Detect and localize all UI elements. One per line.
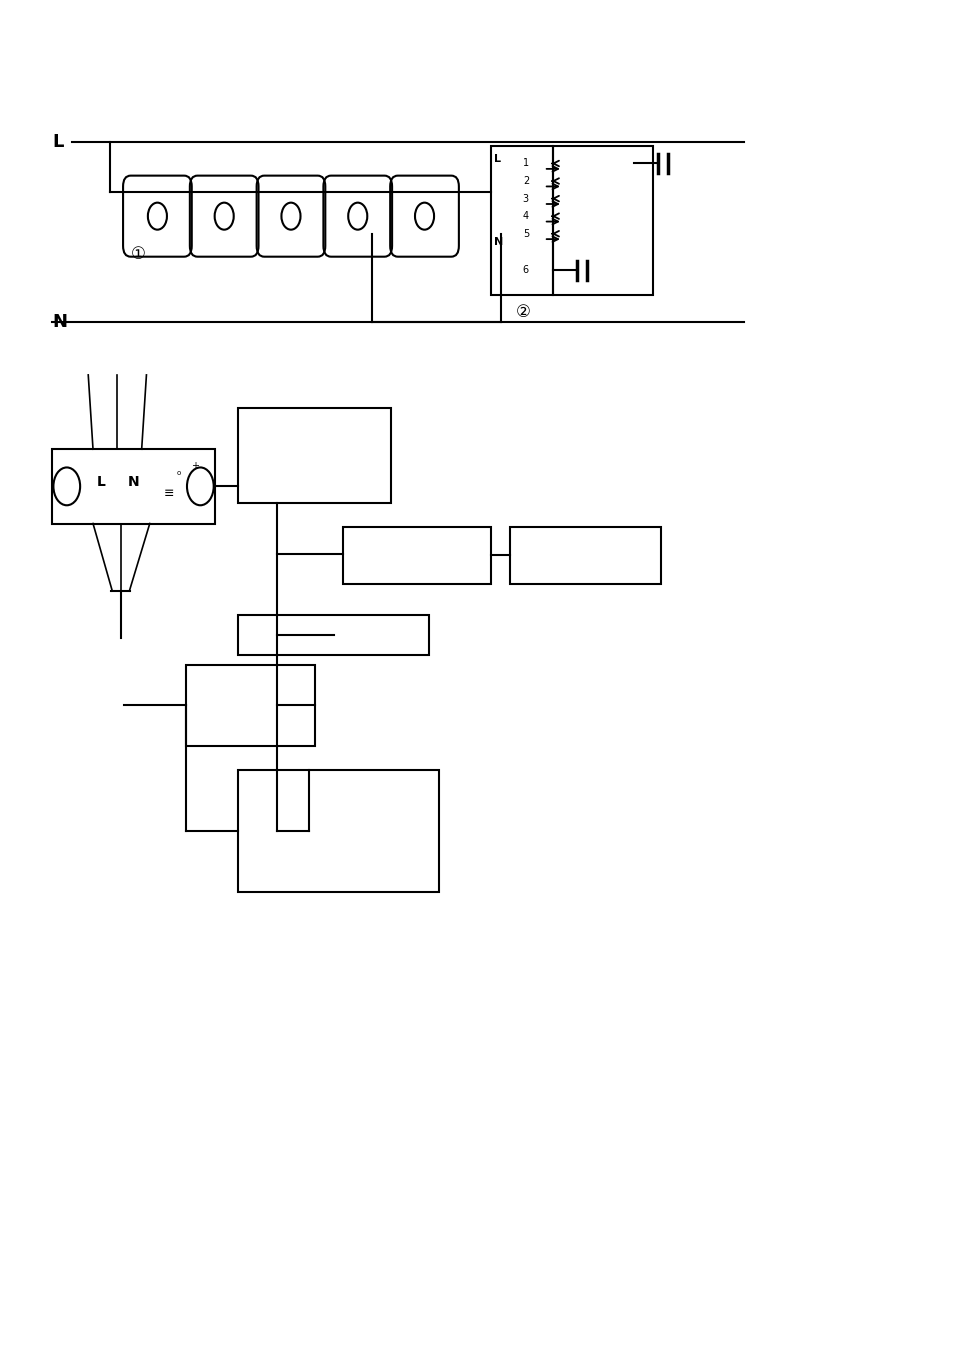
Text: ②: ② [515, 303, 530, 320]
Bar [52, 449, 214, 523]
Bar [343, 527, 491, 584]
Bar [491, 146, 553, 295]
Bar [238, 615, 429, 655]
Text: o: o [176, 470, 181, 476]
Text: L: L [494, 154, 500, 165]
Text: 6: 6 [522, 265, 528, 276]
Text: N: N [494, 236, 503, 247]
Text: 1: 1 [522, 158, 528, 169]
Bar [238, 408, 391, 503]
Text: ≡: ≡ [164, 486, 174, 500]
Text: N: N [128, 476, 139, 489]
Text: ①: ① [131, 245, 146, 263]
Bar [238, 770, 438, 892]
Text: 5: 5 [522, 228, 529, 239]
Text: +: + [191, 461, 199, 471]
Text: 4: 4 [522, 211, 528, 222]
Bar [553, 146, 653, 295]
Bar [186, 665, 314, 746]
Text: L: L [96, 476, 106, 489]
Text: 3: 3 [522, 193, 528, 204]
Text: 2: 2 [522, 176, 529, 186]
Text: L: L [52, 132, 64, 151]
Text: N: N [52, 312, 68, 331]
Bar [510, 527, 660, 584]
